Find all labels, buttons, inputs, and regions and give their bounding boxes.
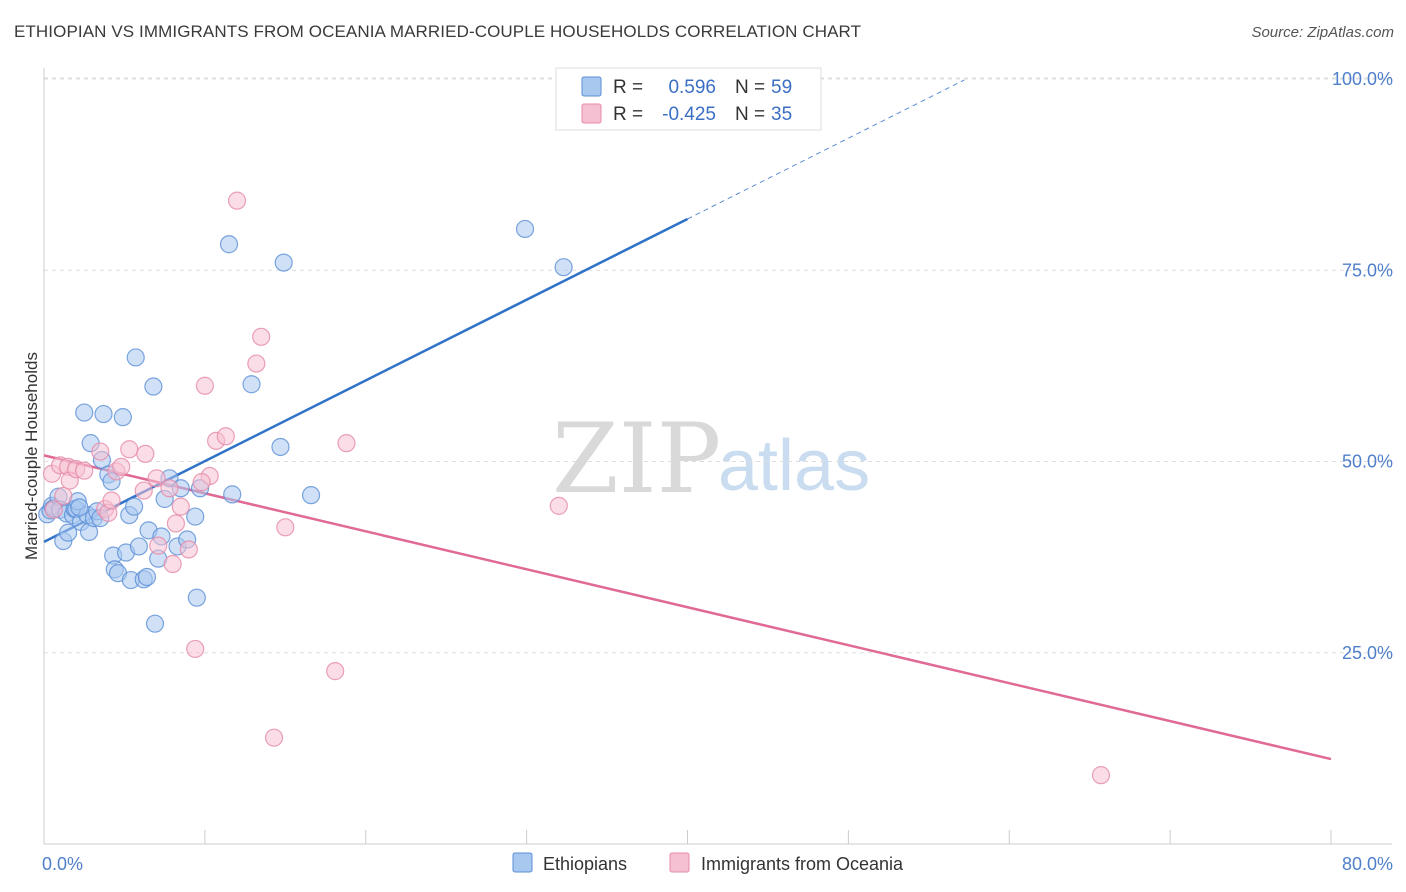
point-oceania-25 [195, 376, 214, 395]
point-ethiopians-51 [223, 485, 242, 504]
point-oceania-21 [166, 514, 186, 533]
point-ethiopians-33 [126, 348, 145, 367]
point-oceania-30 [247, 354, 266, 373]
axes: 25.0% 50.0% 75.0% 100.0% 0.0% 80.0% [42, 68, 1393, 874]
legend-r-label-1: R = [613, 77, 643, 98]
point-oceania-18 [149, 536, 168, 555]
x-tick-label-max: 80.0% [1342, 854, 1393, 874]
point-oceania-29 [227, 191, 247, 210]
point-oceania-19 [160, 479, 179, 498]
point-oceania-32 [264, 728, 284, 747]
point-ethiopians-50 [219, 235, 239, 254]
legend-n-label-1: N = [735, 77, 765, 98]
point-oceania-33 [276, 518, 295, 537]
y-tick-label-25: 25.0% [1342, 643, 1393, 663]
legend-n-label-2: N = [735, 104, 765, 125]
point-oceania-11 [102, 491, 121, 510]
point-oceania-31 [252, 327, 271, 346]
point-oceania-38 [192, 473, 211, 492]
point-oceania-14 [120, 440, 139, 459]
trend-line-oceania [43, 454, 1332, 761]
point-oceania-3 [54, 486, 73, 506]
y-tick-label-50: 50.0% [1342, 452, 1393, 472]
point-ethiopians-57 [554, 258, 573, 277]
series-legend-swatch-ethiopians [512, 852, 533, 873]
series-legend-label-ethiopians: Ethiopians [543, 854, 627, 874]
legend-swatch-ethiopians [581, 76, 602, 97]
trend-line-ethiopians-extension [687, 79, 965, 220]
point-oceania-34 [326, 662, 345, 681]
point-ethiopians-54 [301, 486, 321, 505]
point-oceania-24 [186, 639, 205, 659]
point-oceania-16 [136, 444, 155, 463]
point-ethiopians-36 [137, 567, 157, 587]
legend-n-value-1: 59 [771, 77, 792, 98]
point-ethiopians-58 [70, 498, 89, 517]
source-credit: Source: ZipAtlas.com [1251, 24, 1394, 41]
point-ethiopians-53 [274, 253, 293, 272]
point-oceania-22 [171, 497, 190, 516]
legend-r-value-2: -0.425 [662, 104, 716, 125]
watermark-zip: ZIP [552, 403, 721, 515]
point-oceania-7 [75, 461, 94, 480]
y-axis-title: Married-couple Households [22, 352, 41, 560]
point-oceania-23 [179, 540, 198, 559]
point-oceania-37 [1091, 766, 1111, 785]
x-tick-label-min: 0.0% [42, 854, 83, 874]
point-ethiopians-55 [271, 437, 290, 457]
point-ethiopians-52 [242, 375, 261, 394]
point-oceania-1 [44, 500, 63, 519]
point-oceania-15 [134, 481, 153, 500]
point-ethiopians-32 [124, 497, 144, 516]
point-oceania-36 [549, 496, 568, 515]
point-oceania-8 [91, 442, 110, 461]
point-ethiopians-28 [113, 408, 132, 427]
point-ethiopians-34 [129, 537, 149, 556]
watermark-atlas: atlas [718, 426, 870, 506]
data-points [38, 191, 1111, 785]
point-ethiopians-56 [515, 219, 535, 239]
point-ethiopians-48 [187, 588, 206, 607]
gridlines [44, 77, 1392, 654]
series-legend-swatch-oceania [669, 852, 690, 873]
point-ethiopians-38 [144, 377, 163, 396]
point-oceania-17 [147, 469, 166, 488]
point-ethiopians-8 [59, 523, 78, 542]
chart-title: ETHIOPIAN VS IMMIGRANTS FROM OCEANIA MAR… [14, 22, 862, 41]
y-tick-label-75: 75.0% [1342, 260, 1393, 280]
stats-legend: R = 0.596 N = 59 R = -0.425 N = 35 [555, 67, 822, 131]
point-ethiopians-22 [94, 404, 113, 424]
point-ethiopians-39 [145, 614, 165, 633]
point-ethiopians-47 [186, 507, 205, 526]
series-legend: Ethiopians Immigrants from Oceania [512, 852, 904, 874]
point-oceania-35 [337, 434, 356, 453]
legend-r-value-1: 0.596 [668, 77, 716, 98]
series-legend-label-oceania: Immigrants from Oceania [701, 854, 904, 874]
point-oceania-13 [112, 457, 131, 476]
point-oceania-20 [163, 554, 182, 574]
legend-r-label-2: R = [613, 104, 643, 125]
point-oceania-28 [216, 427, 235, 446]
y-tick-label-100: 100.0% [1332, 69, 1393, 89]
legend-n-value-2: 35 [771, 104, 792, 125]
legend-swatch-oceania [581, 103, 602, 124]
point-ethiopians-14 [75, 403, 94, 422]
